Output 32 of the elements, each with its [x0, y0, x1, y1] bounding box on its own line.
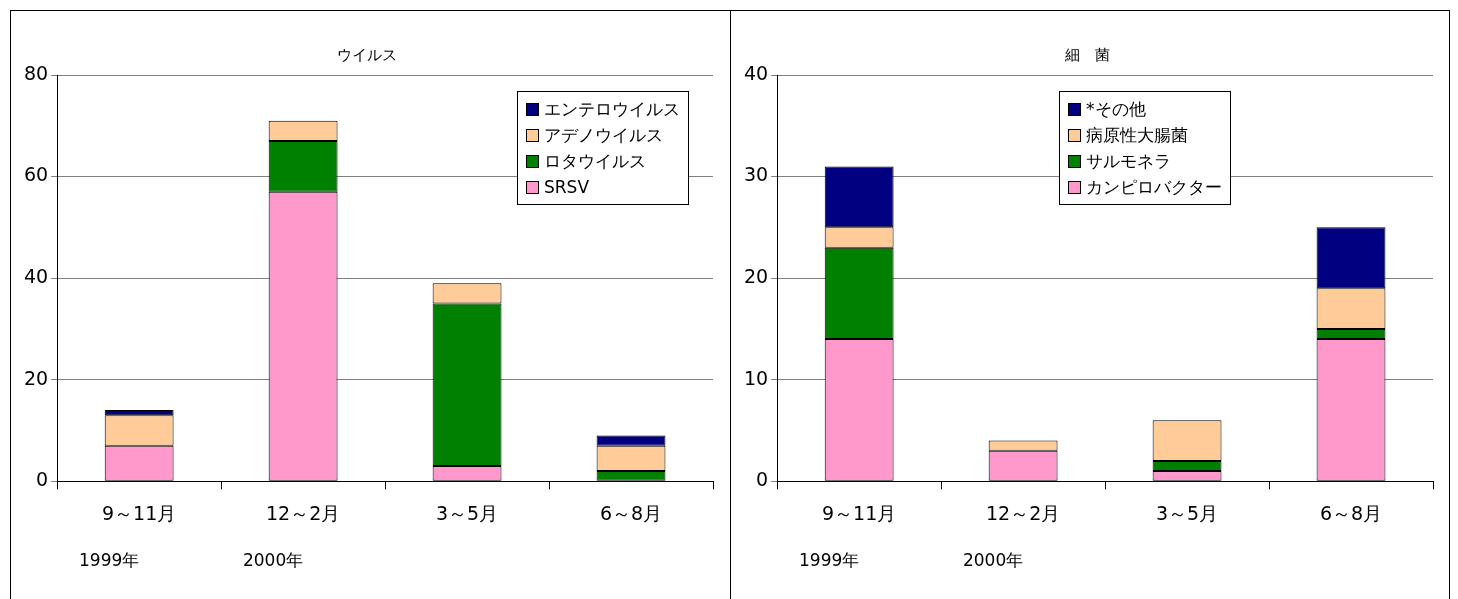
x-tick-label: 9～11月 — [102, 501, 177, 524]
y-tick-label: 20 — [743, 265, 769, 288]
chart-title: ウイルス — [337, 45, 397, 64]
chart-title: 細 菌 — [1063, 45, 1110, 64]
text: 1999年 — [79, 549, 140, 573]
y-tick-label: 10 — [743, 366, 769, 389]
y-tick-label: 60 — [23, 163, 49, 186]
text: 2000年 — [242, 549, 304, 573]
legend-label: エンテロウイルス — [544, 97, 680, 121]
x-tick-label: 3～5月 — [1155, 501, 1219, 524]
legend-label: ロタウイルス — [544, 149, 646, 173]
text: 2000年 — [962, 549, 1024, 573]
x-tick-label: 12～2月 — [265, 501, 341, 524]
legend-label: SRSV — [544, 177, 590, 197]
y-tick-label: 40 — [23, 265, 49, 288]
legend-label: アデノウイルス — [544, 123, 663, 147]
legend-label: カンピロバクター — [1086, 175, 1223, 199]
legend-label: サルモネラ — [1086, 149, 1172, 173]
y-tick-label: 40 — [743, 61, 769, 84]
x-tick-label: 12～2月 — [985, 501, 1061, 524]
x-tick-label: 3～5月 — [435, 501, 499, 524]
y-tick-label: 0 — [756, 468, 769, 491]
y-tick-label: 30 — [743, 163, 769, 186]
legend-label: *その他 — [1086, 97, 1146, 121]
x-tick-label: 9～11月 — [822, 501, 897, 524]
y-tick-label: 20 — [23, 366, 49, 389]
text: 1999年 — [799, 549, 860, 573]
x-tick-label: 6～8月 — [599, 501, 663, 524]
y-tick-label: 0 — [36, 468, 49, 491]
x-tick-label: 6～8月 — [1319, 501, 1383, 524]
legend-label: 病原性大腸菌 — [1086, 123, 1189, 147]
y-tick-label: 80 — [23, 61, 49, 84]
